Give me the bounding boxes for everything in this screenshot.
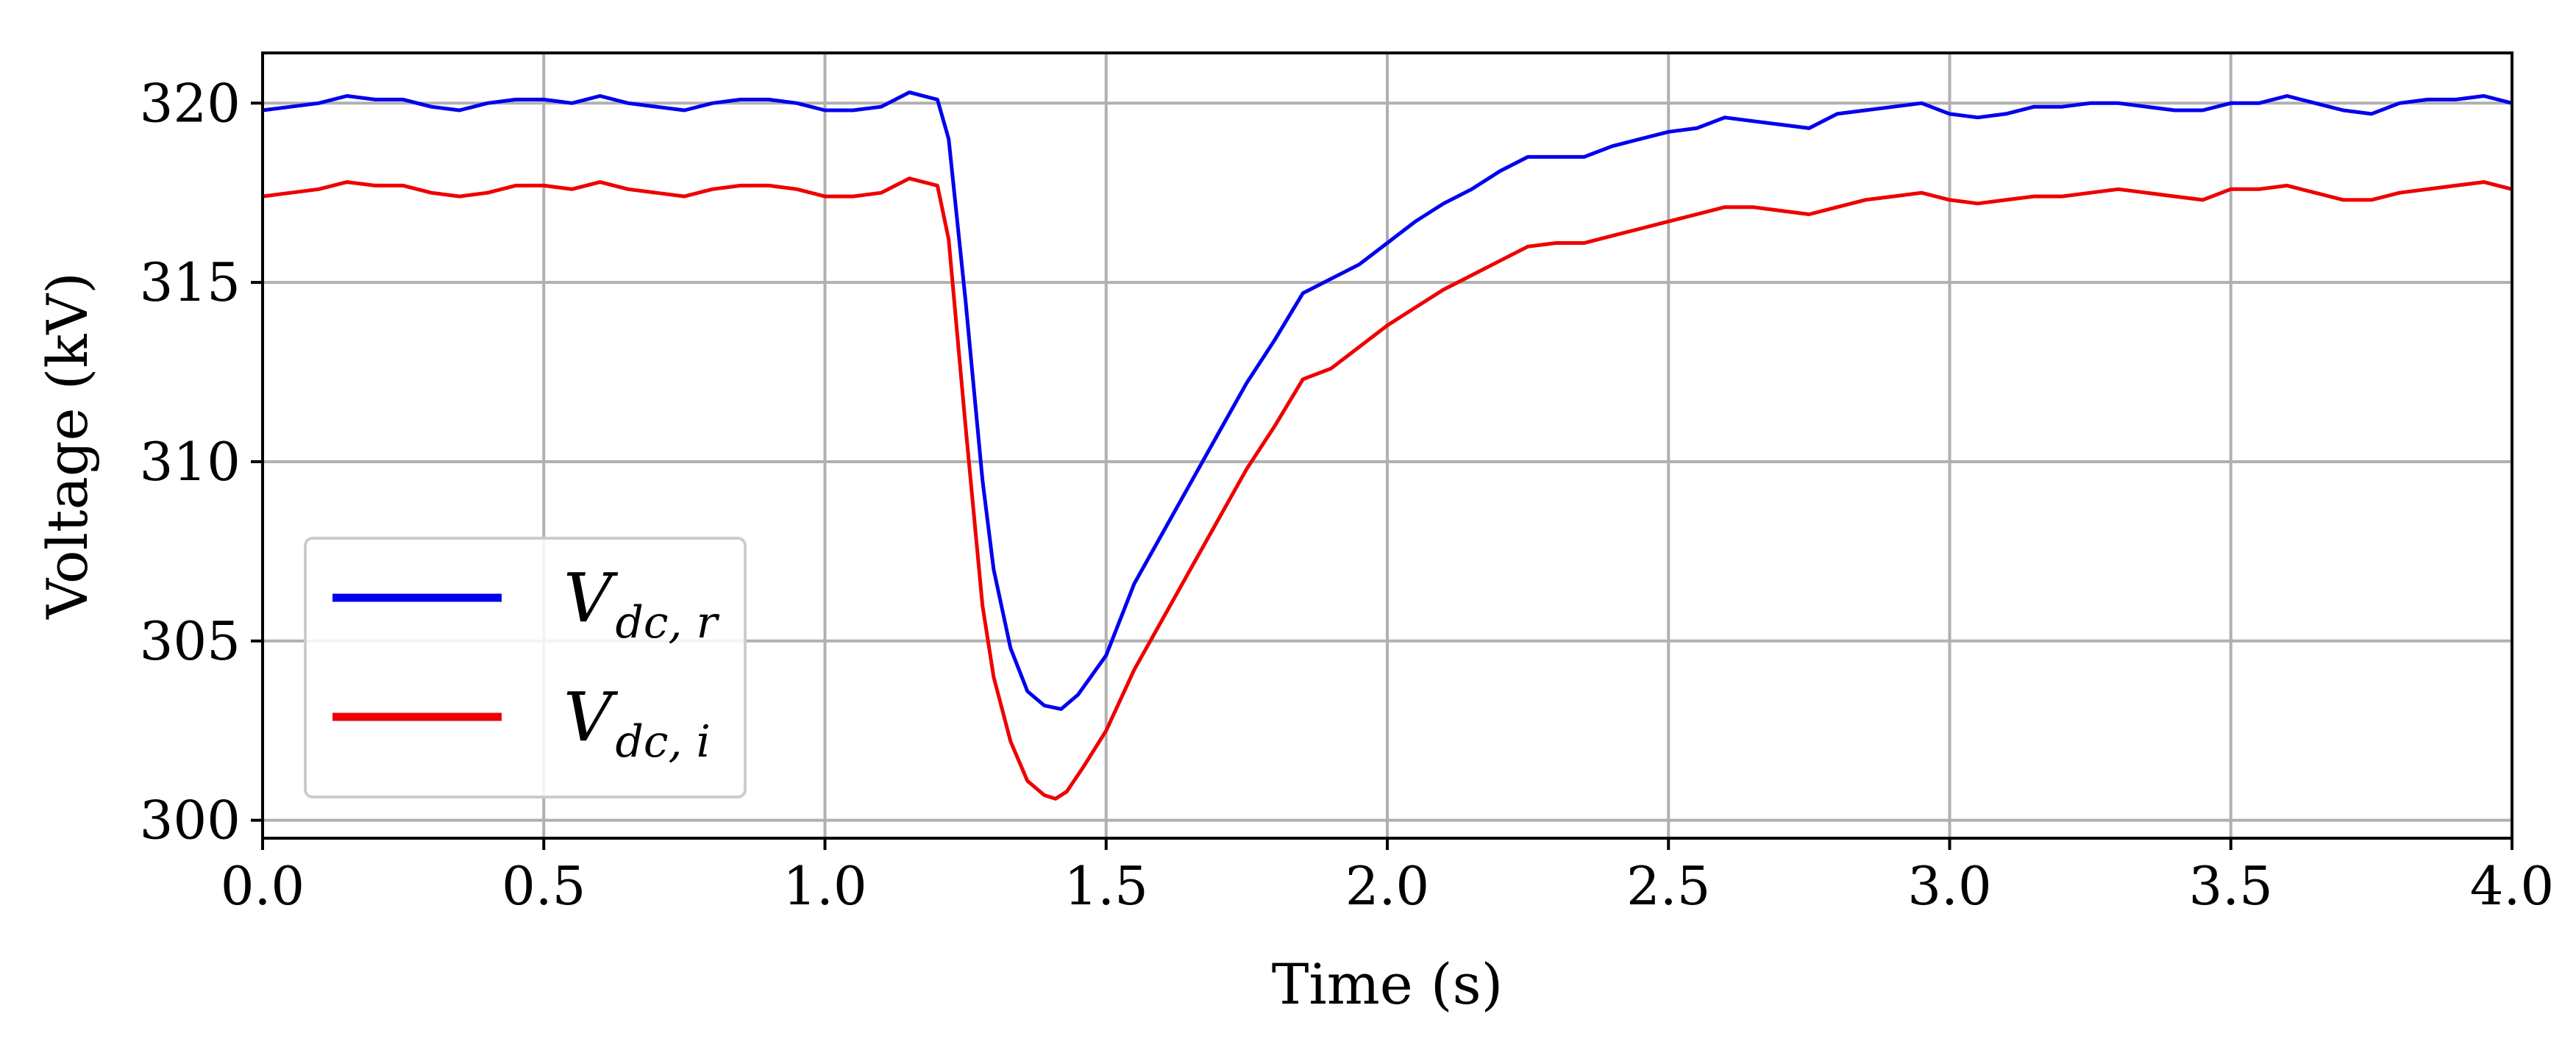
legend-box xyxy=(304,537,747,798)
series-line-1 xyxy=(262,176,2513,801)
x-tick-label: 0.5 xyxy=(502,855,586,917)
series-line-0 xyxy=(262,90,2513,711)
legend-label-1: Vdc, i xyxy=(563,678,711,768)
legend-label-main: V xyxy=(563,678,619,757)
legend-label-0: Vdc, r xyxy=(563,559,720,648)
y-axis-ticks: 300 305 310 315 320 xyxy=(140,72,263,851)
x-tick-label: 3.5 xyxy=(2188,855,2273,917)
y-tick-label: 300 xyxy=(140,790,241,851)
x-tick-label: 1.0 xyxy=(783,855,867,917)
x-tick-label: 3.0 xyxy=(1907,855,1992,917)
x-tick-label: 4.0 xyxy=(2470,855,2555,917)
y-tick-label: 310 xyxy=(140,431,241,493)
y-axis-label: Voltage (kV) xyxy=(35,272,100,620)
x-axis-ticks: 0.0 0.5 1.0 1.5 2.0 2.5 3.0 3.5 4.0 xyxy=(221,838,2555,917)
legend-label-main: V xyxy=(563,559,619,637)
x-tick-label: 2.0 xyxy=(1345,855,1430,917)
y-tick-label: 315 xyxy=(140,251,241,313)
x-tick-label: 2.5 xyxy=(1626,855,1711,917)
y-tick-label: 305 xyxy=(140,610,241,672)
series-layer xyxy=(262,90,2513,801)
legend-label-subscript: dc, r xyxy=(615,597,719,648)
x-tick-label: 0.0 xyxy=(221,855,305,917)
x-axis-label: Time (s) xyxy=(1272,951,1504,1017)
y-tick-label: 320 xyxy=(140,72,241,134)
x-tick-label: 1.5 xyxy=(1064,855,1148,917)
legend-label-subscript: dc, i xyxy=(615,716,710,768)
